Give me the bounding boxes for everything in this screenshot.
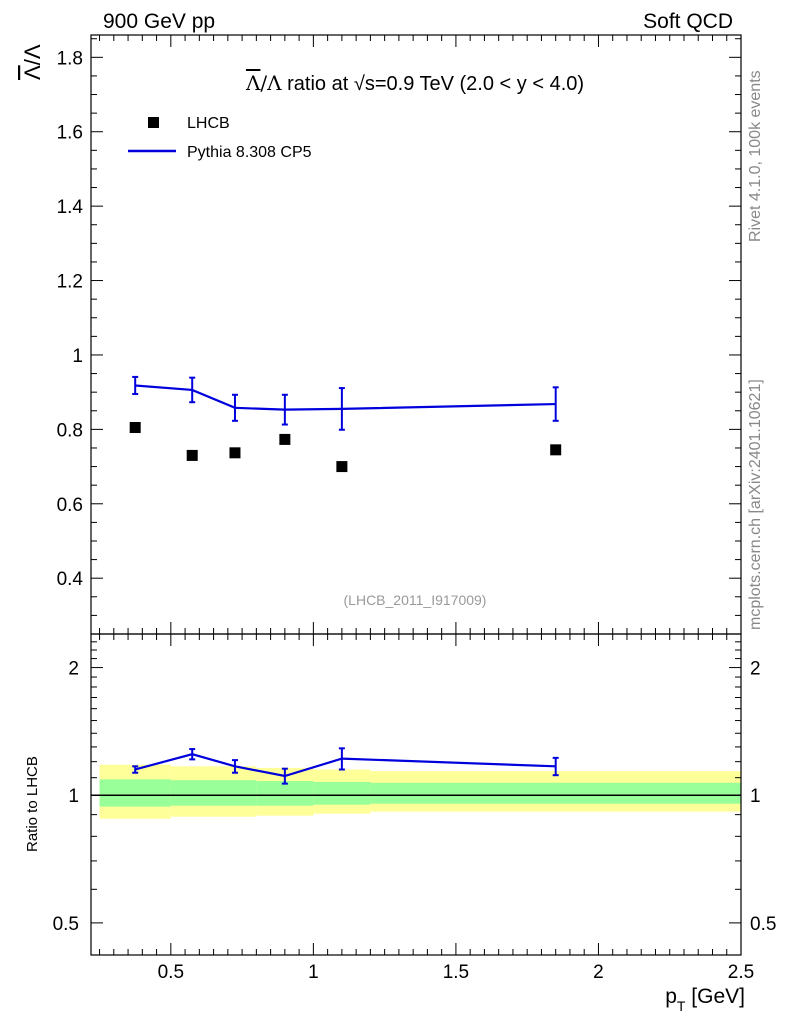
ratio-band-green bbox=[370, 782, 741, 804]
y-label-slash-lambda: /Λ bbox=[20, 44, 45, 65]
header-right: Soft QCD bbox=[643, 10, 733, 33]
title-slash-lambda: /Λ bbox=[260, 71, 282, 95]
ratio-band-green bbox=[313, 781, 371, 805]
main-y-tick-label: 0.6 bbox=[57, 495, 83, 516]
ratio-uncertainty-bands bbox=[90, 633, 742, 956]
title-main: ratio at bbox=[287, 73, 354, 95]
ratio-y-tick-label-left: 0.5 bbox=[53, 914, 79, 935]
main-y-tick-label: 0.8 bbox=[57, 420, 83, 441]
ratio-band-green bbox=[99, 779, 171, 807]
ratio-y-tick-label-right: 2 bbox=[750, 659, 761, 680]
main-y-ticks: 0.4 0.6 0.8 1 1.2 1.4 1.6 1.8 bbox=[57, 38, 741, 635]
lhcb-data-point bbox=[336, 461, 348, 473]
ratio-band-green bbox=[256, 781, 314, 806]
ratio-data-marks bbox=[132, 747, 559, 785]
chart-title: Λ/Λ ratio at √s=0.9 TeV (2.0 < y < 4.0) bbox=[245, 71, 584, 95]
main-y-label: Λ/Λ bbox=[20, 44, 45, 80]
x-tick-label: 2.5 bbox=[728, 962, 754, 983]
analysis-watermark: (LHCB_2011_I917009) bbox=[344, 592, 487, 608]
pythia-line bbox=[135, 384, 556, 411]
lhcb-data-point bbox=[186, 449, 198, 461]
title-sqrt: √ bbox=[354, 73, 365, 95]
x-label-sub: T bbox=[677, 998, 686, 1014]
main-y-tick-label: 1.4 bbox=[57, 197, 84, 218]
ratio-y-tick-label-right: 0.5 bbox=[750, 914, 776, 935]
main-data-marks bbox=[129, 375, 562, 473]
source-label: mcplots.cern.ch [arXiv:2401.10621] bbox=[747, 379, 764, 630]
ratio-x-ticks: 0.5 1 1.5 2 2.5 bbox=[99, 634, 754, 983]
legend-label-lhcb: LHCB bbox=[187, 115, 230, 132]
title-tail: s=0.9 TeV (2.0 < y < 4.0) bbox=[365, 73, 584, 95]
lhcb-data-point bbox=[129, 422, 141, 434]
ratio-y-tick-label-right: 1 bbox=[750, 786, 761, 807]
legend-label-pythia: Pythia 8.308 CP5 bbox=[187, 144, 312, 161]
ratio-pythia-line bbox=[134, 752, 556, 778]
legend-marker-lhcb bbox=[148, 117, 159, 128]
header-left: 900 GeV pp bbox=[103, 10, 215, 33]
main-x-ticks bbox=[99, 35, 742, 634]
x-axis-label: pT [GeV] bbox=[665, 985, 745, 1014]
x-tick-label: 2 bbox=[593, 962, 604, 983]
y-label-lambda-bar: Λ bbox=[20, 65, 45, 80]
ratio-frame bbox=[90, 633, 742, 956]
x-label-unit: [GeV] bbox=[685, 985, 745, 1008]
ratio-y-tick-label-left: 2 bbox=[68, 659, 79, 680]
ratio-band-green bbox=[170, 780, 257, 806]
ratio-y-ticks: 0.5 0.5 1 1 2 2 bbox=[53, 641, 776, 935]
lhcb-data-point bbox=[279, 433, 291, 445]
x-label-p: p bbox=[665, 985, 677, 1008]
title-lambda-bar: Λ bbox=[245, 71, 261, 95]
rivet-version-label: Rivet 4.1.0, 100k events bbox=[747, 70, 764, 242]
main-panel: 0.4 0.6 0.8 1 1.2 1.4 1.6 1.8 (LHCB_2011_I91700… bbox=[20, 34, 742, 635]
main-y-tick-label: 0.4 bbox=[57, 569, 84, 590]
main-y-tick-label: 1 bbox=[72, 346, 83, 367]
x-tick-label: 0.5 bbox=[158, 962, 184, 983]
main-y-tick-label: 1.2 bbox=[57, 272, 83, 293]
lhcb-data-point bbox=[550, 444, 562, 456]
lhcb-data-point bbox=[229, 447, 241, 459]
main-y-tick-label: 1.8 bbox=[57, 48, 83, 69]
ratio-y-label: Ratio to LHCB bbox=[24, 756, 41, 852]
ratio-y-tick-label-left: 1 bbox=[68, 786, 79, 807]
ratio-panel: 0.5 0.5 1 1 2 2 0.5 1 1.5 2 2.5 Ratio to LHCB pT … bbox=[24, 633, 776, 1014]
main-y-tick-label: 1.6 bbox=[57, 123, 83, 144]
x-tick-label: 1.5 bbox=[443, 962, 469, 983]
x-tick-label: 1 bbox=[308, 962, 319, 983]
legend: LHCB Pythia 8.308 CP5 bbox=[128, 115, 312, 161]
